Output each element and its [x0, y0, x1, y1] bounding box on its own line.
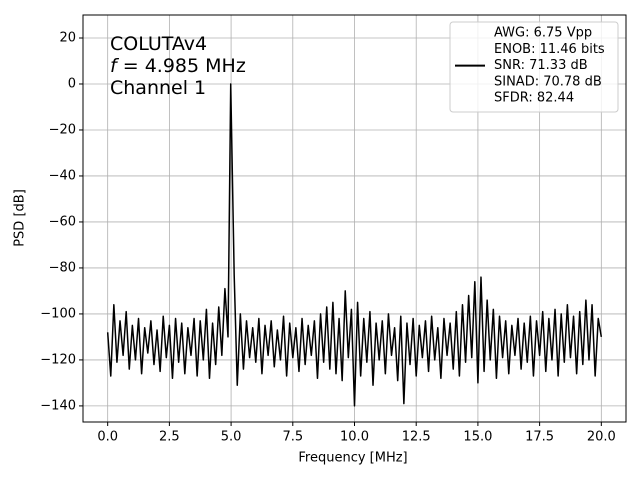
y-tick-label: −140 — [40, 398, 76, 413]
x-tick-label: 15.0 — [463, 430, 492, 445]
y-tick-label: −80 — [49, 260, 76, 275]
annotation-line: Channel 1 — [110, 77, 206, 99]
annotation: COLUTAv4 — [110, 33, 207, 55]
y-tick-label: −60 — [49, 214, 76, 229]
y-tick-label: −20 — [49, 122, 76, 137]
legend-label: SFDR: 82.44 — [494, 91, 574, 106]
data-line — [106, 83, 603, 407]
x-tick-label: 7.5 — [282, 430, 303, 445]
x-tick-label: 5.0 — [221, 430, 242, 445]
annotation-var: f — [110, 55, 120, 77]
legend-box — [449, 21, 619, 113]
y-axis-label: PSD [dB] — [13, 189, 28, 247]
y-tick-label: −100 — [40, 306, 76, 321]
x-tick-label: 0.0 — [97, 430, 118, 445]
y-tick-label: 20 — [59, 30, 76, 45]
x-tick-label: 17.5 — [525, 430, 554, 445]
annotation: Channel 1 — [110, 77, 206, 99]
annotation: f = 4.985 MHz — [110, 55, 246, 77]
x-tick-label: 20.0 — [587, 430, 616, 445]
annotation-line: COLUTAv4 — [110, 33, 207, 55]
legend-label: AWG: 6.75 Vpp — [494, 26, 592, 41]
y-tick-label: −120 — [40, 352, 76, 367]
x-axis-label: Frequency [MHz] — [298, 451, 407, 466]
x-tick-label: 10.0 — [340, 430, 369, 445]
annotation-line: = 4.985 MHz — [117, 55, 246, 77]
y-tick-label: −40 — [49, 168, 76, 183]
x-tick-label: 2.5 — [159, 430, 180, 445]
legend-label: ENOB: 11.46 bits — [494, 42, 605, 57]
legend-label: SNR: 71.33 dB — [494, 58, 588, 73]
y-tick-label: 0 — [68, 76, 76, 91]
x-tick-label: 12.5 — [402, 430, 431, 445]
legend-label: SINAD: 70.78 dB — [494, 74, 602, 89]
